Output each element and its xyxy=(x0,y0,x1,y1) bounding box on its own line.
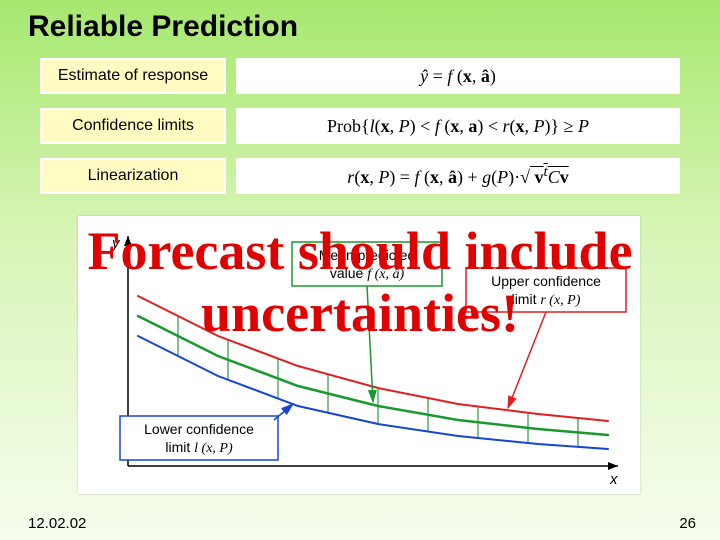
page-title: Reliable Prediction xyxy=(28,10,298,44)
formula-linearization: r(x, P) = f (x, â) + g(P)·√ vtCv xyxy=(236,158,680,194)
overlay-callout: Forecast should include uncertainties! xyxy=(0,220,720,344)
svg-text:Lower confidence: Lower confidence xyxy=(144,421,254,437)
label-estimate: Estimate of response xyxy=(40,58,226,94)
row-confidence: Confidence limits Prob{l(x, P) < f (x, a… xyxy=(40,108,680,144)
row-estimate: Estimate of response ŷ = f (x, â) xyxy=(40,58,680,94)
footer-page: 26 xyxy=(679,515,696,532)
formula-confidence: Prob{l(x, P) < f (x, a) < r(x, P)} ≥ P xyxy=(236,108,680,144)
label-linearization: Linearization xyxy=(40,158,226,194)
formula-estimate: ŷ = f (x, â) xyxy=(236,58,680,94)
label-confidence: Confidence limits xyxy=(40,108,226,144)
svg-text:limit l (x, P): limit l (x, P) xyxy=(165,439,233,456)
footer-date: 12.02.02 xyxy=(28,515,86,532)
row-linearization: Linearization r(x, P) = f (x, â) + g(P)·… xyxy=(40,158,680,194)
svg-text:x: x xyxy=(609,471,618,488)
